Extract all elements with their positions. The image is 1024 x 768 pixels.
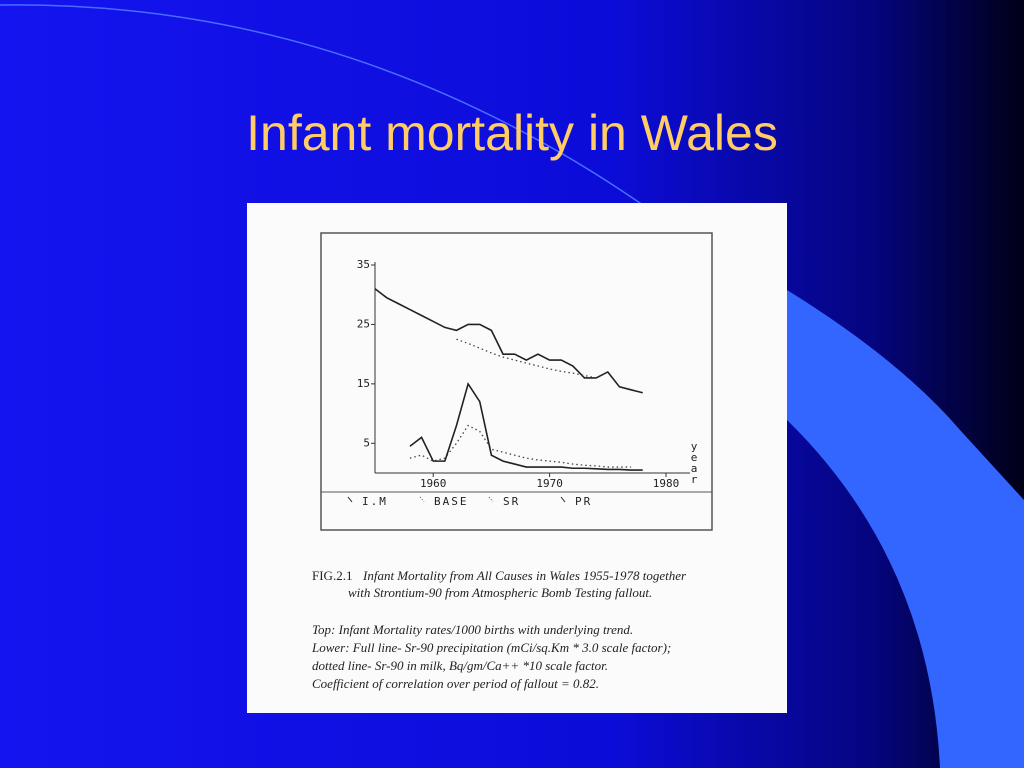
- caption-line: Top: Infant Mortality rates/1000 births …: [312, 622, 633, 637]
- legend-label: SR: [503, 495, 520, 508]
- caption-line: Infant Mortality from All Causes in Wale…: [362, 568, 687, 583]
- legend-marker: [347, 496, 353, 503]
- x-tick-label: 1960: [420, 477, 447, 490]
- caption-label: FIG.2.1: [312, 568, 352, 583]
- series-line: [456, 338, 597, 379]
- x-axis-label: year: [688, 440, 701, 484]
- y-tick-label: 15: [357, 377, 370, 390]
- slide-title: Infant mortality in Wales: [246, 105, 778, 161]
- legend-marker: [419, 496, 425, 503]
- x-tick-label: 1970: [536, 477, 563, 490]
- legend-marker: [560, 496, 566, 503]
- legend-label: BASE: [434, 495, 469, 508]
- caption-line: Lower: Full line- Sr-90 precipitation (m…: [311, 640, 671, 655]
- y-tick-label: 5: [363, 436, 370, 449]
- plot: 5 15 25 35 1960 1970 1980 year I.M BASE SR PR: [347, 258, 701, 508]
- series-line: [374, 288, 643, 394]
- decor-shape: [787, 290, 1024, 768]
- caption-line: Coefficient of correlation over period o…: [312, 676, 599, 691]
- caption-line: dotted line- Sr-90 in milk, Bq/gm/Ca++ *…: [312, 658, 608, 673]
- x-tick-label: 1980: [653, 477, 680, 490]
- decor-arc: [0, 4, 651, 211]
- legend-marker: [488, 496, 494, 503]
- legend-label: I.M: [362, 495, 388, 508]
- legend-label: PR: [575, 495, 592, 508]
- caption: Infant Mortality from All Causes in Wale…: [311, 568, 687, 691]
- series-line: [409, 424, 632, 468]
- series-line: [409, 381, 643, 471]
- caption-line: with Strontium-90 from Atmospheric Bomb …: [348, 585, 652, 600]
- y-tick-label: 35: [357, 258, 370, 271]
- y-tick-label: 25: [357, 317, 370, 330]
- chart-frame: [320, 232, 713, 531]
- figure: [247, 203, 787, 713]
